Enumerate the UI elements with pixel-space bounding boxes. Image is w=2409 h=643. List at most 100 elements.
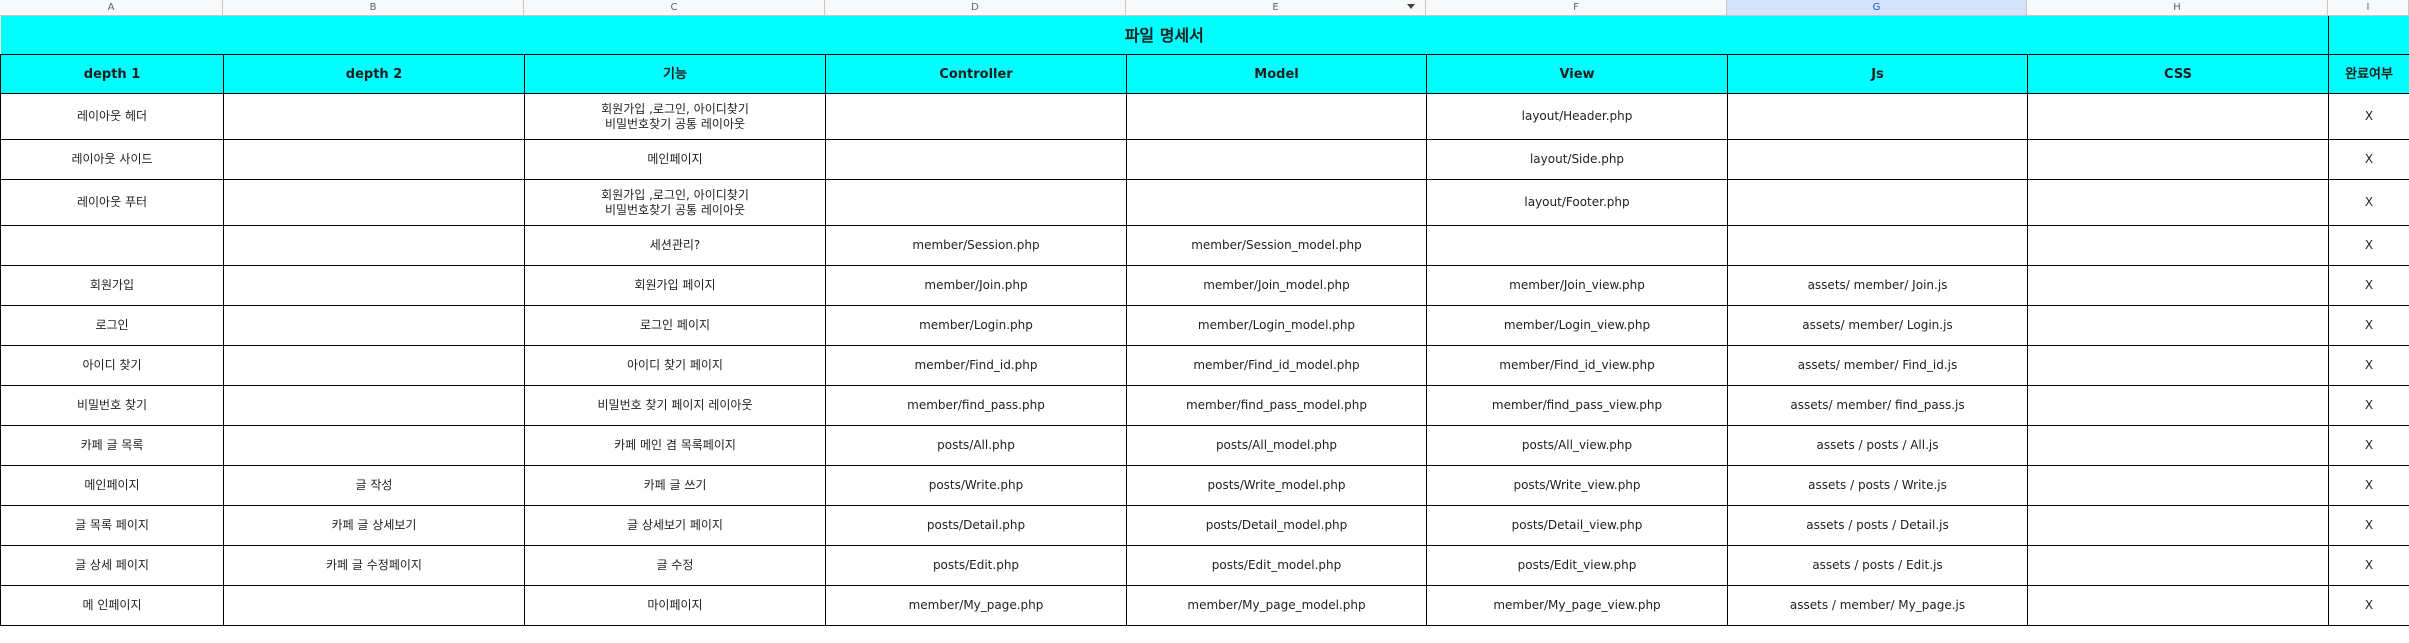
cell-model[interactable]: member/Session_model.php xyxy=(1126,225,1427,266)
cell-feature[interactable]: 카페 글 쓰기 xyxy=(524,465,826,506)
cell-view[interactable]: member/Join_view.php xyxy=(1426,265,1728,306)
cell-js[interactable]: assets/ member/ find_pass.js xyxy=(1727,385,2028,426)
cell-feature[interactable]: 글 상세보기 페이지 xyxy=(524,505,826,546)
cell-done[interactable]: X xyxy=(2328,305,2409,346)
cell-done[interactable]: X xyxy=(2328,505,2409,546)
cell-view[interactable]: posts/Write_view.php xyxy=(1426,465,1728,506)
cell-css[interactable] xyxy=(2026,139,2330,180)
cell-js[interactable]: assets / posts / Write.js xyxy=(1727,465,2028,506)
cell-css[interactable] xyxy=(2026,305,2330,346)
cell-css[interactable] xyxy=(2026,505,2330,546)
cell-controller[interactable]: member/Session.php xyxy=(825,225,1127,266)
cell-js[interactable]: assets/ member/ Login.js xyxy=(1727,305,2028,346)
cell-controller[interactable] xyxy=(825,139,1127,180)
cell-depth1[interactable]: 아이디 찾기 xyxy=(0,345,224,386)
cell-depth2[interactable] xyxy=(223,179,525,226)
cell-feature[interactable]: 글 수정 xyxy=(524,545,826,586)
cell-done[interactable]: X xyxy=(2328,179,2409,226)
column-header-c[interactable]: C xyxy=(524,0,825,15)
cell-css[interactable] xyxy=(2026,225,2330,266)
cell-js[interactable] xyxy=(1727,93,2028,140)
cell-depth2[interactable] xyxy=(223,345,525,386)
header-cell-feature[interactable]: 기능 xyxy=(524,54,826,94)
cell-controller[interactable]: posts/All.php xyxy=(825,425,1127,466)
cell-model[interactable]: posts/Edit_model.php xyxy=(1126,545,1427,586)
header-cell-js[interactable]: Js xyxy=(1727,54,2028,94)
cell-view[interactable] xyxy=(1426,225,1728,266)
cell-done[interactable]: X xyxy=(2328,139,2409,180)
cell-feature[interactable]: 회원가입 페이지 xyxy=(524,265,826,306)
cell-css[interactable] xyxy=(2026,345,2330,386)
column-header-h[interactable]: H xyxy=(2027,0,2328,15)
cell-model[interactable]: posts/Detail_model.php xyxy=(1126,505,1427,546)
cell-view[interactable]: member/My_page_view.php xyxy=(1426,585,1728,626)
cell-model[interactable]: posts/All_model.php xyxy=(1126,425,1427,466)
column-header-e[interactable]: E xyxy=(1126,0,1426,15)
cell-model[interactable]: member/Find_id_model.php xyxy=(1126,345,1427,386)
cell-depth1[interactable]: 메 인페이지 xyxy=(0,585,224,626)
filter-dropdown-icon[interactable] xyxy=(1407,4,1415,9)
cell-depth2[interactable] xyxy=(223,425,525,466)
column-header-d[interactable]: D xyxy=(825,0,1126,15)
cell-model[interactable]: member/My_page_model.php xyxy=(1126,585,1427,626)
cell-depth2[interactable] xyxy=(223,585,525,626)
cell-depth1[interactable]: 글 목록 페이지 xyxy=(0,505,224,546)
cell-controller[interactable]: member/find_pass.php xyxy=(825,385,1127,426)
cell-controller[interactable]: posts/Detail.php xyxy=(825,505,1127,546)
column-header-f[interactable]: F xyxy=(1426,0,1727,15)
cell-done[interactable]: X xyxy=(2328,585,2409,626)
cell-depth2[interactable]: 카페 글 상세보기 xyxy=(223,505,525,546)
cell-depth1[interactable]: 레이아웃 헤더 xyxy=(0,93,224,140)
cell-depth2[interactable] xyxy=(223,225,525,266)
column-header-i[interactable]: I xyxy=(2328,0,2409,15)
cell-depth1[interactable]: 레이아웃 푸터 xyxy=(0,179,224,226)
cell-model[interactable]: member/Login_model.php xyxy=(1126,305,1427,346)
cell-controller[interactable]: member/Login.php xyxy=(825,305,1127,346)
cell-feature[interactable]: 로그인 페이지 xyxy=(524,305,826,346)
cell-js[interactable] xyxy=(1727,179,2028,226)
cell-depth2[interactable]: 글 작성 xyxy=(223,465,525,506)
cell-js[interactable]: assets / posts / All.js xyxy=(1727,425,2028,466)
cell-depth2[interactable] xyxy=(223,305,525,346)
cell-model[interactable]: member/Join_model.php xyxy=(1126,265,1427,306)
header-cell-controller[interactable]: Controller xyxy=(825,54,1127,94)
cell-depth1[interactable]: 회원가입 xyxy=(0,265,224,306)
cell-done[interactable]: X xyxy=(2328,425,2409,466)
cell-model[interactable]: member/find_pass_model.php xyxy=(1126,385,1427,426)
cell-view[interactable]: member/find_pass_view.php xyxy=(1426,385,1728,426)
column-header-g[interactable]: G xyxy=(1727,0,2027,15)
cell-controller[interactable]: member/My_page.php xyxy=(825,585,1127,626)
cell-css[interactable] xyxy=(2026,585,2330,626)
header-cell-depth2[interactable]: depth 2 xyxy=(223,54,525,94)
cell-depth2[interactable] xyxy=(223,265,525,306)
cell-view[interactable]: member/Login_view.php xyxy=(1426,305,1728,346)
cell-view[interactable]: posts/Detail_view.php xyxy=(1426,505,1728,546)
header-cell-css[interactable]: CSS xyxy=(2026,54,2330,94)
cell-controller[interactable] xyxy=(825,93,1127,140)
cell-css[interactable] xyxy=(2026,265,2330,306)
cell-js[interactable]: assets/ member/ Join.js xyxy=(1727,265,2028,306)
header-cell-view[interactable]: View xyxy=(1426,54,1728,94)
sheet-title[interactable]: 파일 명세서 xyxy=(0,16,2329,55)
cell-done[interactable]: X xyxy=(2328,265,2409,306)
cell-depth2[interactable] xyxy=(223,385,525,426)
cell-feature[interactable]: 세션관리? xyxy=(524,225,826,266)
cell-css[interactable] xyxy=(2026,425,2330,466)
cell-view[interactable]: layout/Footer.php xyxy=(1426,179,1728,226)
cell-controller[interactable]: posts/Write.php xyxy=(825,465,1127,506)
header-cell-done[interactable]: 완료여부 xyxy=(2328,54,2409,94)
cell-css[interactable] xyxy=(2026,545,2330,586)
cell-view[interactable]: layout/Header.php xyxy=(1426,93,1728,140)
cell-js[interactable]: assets / posts / Edit.js xyxy=(1727,545,2028,586)
cell-model[interactable] xyxy=(1126,179,1427,226)
cell-model[interactable] xyxy=(1126,139,1427,180)
cell-depth2[interactable]: 카페 글 수정페이지 xyxy=(223,545,525,586)
cell-done[interactable]: X xyxy=(2328,93,2409,140)
title-empty-cell[interactable] xyxy=(2328,16,2409,55)
cell-feature[interactable]: 카페 메인 겸 목록페이지 xyxy=(524,425,826,466)
cell-done[interactable]: X xyxy=(2328,545,2409,586)
cell-feature[interactable]: 아이디 찾기 페이지 xyxy=(524,345,826,386)
cell-feature[interactable]: 비밀번호 찾기 페이지 레이아웃 xyxy=(524,385,826,426)
cell-feature[interactable]: 마이페이지 xyxy=(524,585,826,626)
cell-depth1[interactable]: 레이아웃 사이드 xyxy=(0,139,224,180)
